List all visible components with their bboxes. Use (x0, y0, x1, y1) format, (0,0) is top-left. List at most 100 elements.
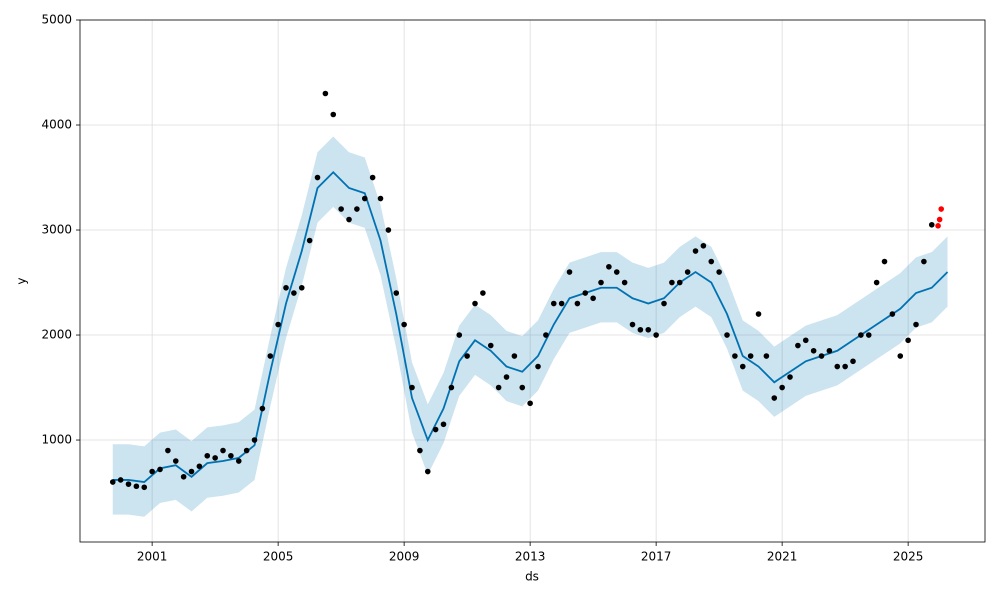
observed-point (330, 111, 337, 118)
observed-point (661, 300, 667, 307)
observed-point (566, 269, 573, 275)
x-tick-label: 2017 (641, 550, 672, 564)
observed-point (590, 295, 596, 302)
observed-point (212, 455, 218, 461)
observed-point (125, 481, 132, 487)
observed-point (881, 258, 888, 265)
observed-point (598, 279, 604, 286)
observed-point (897, 353, 904, 359)
observed-point (322, 90, 329, 97)
observed-point (141, 484, 148, 491)
x-tick-label: 2001 (137, 550, 168, 564)
observed-point (873, 279, 880, 286)
observed-point (637, 326, 644, 333)
observed-point (196, 463, 203, 470)
observed-point (802, 337, 809, 344)
observed-point (204, 452, 211, 459)
observed-point (692, 248, 699, 254)
observed-point (511, 353, 518, 359)
observed-point (724, 332, 730, 338)
observed-point (172, 458, 179, 464)
observed-point (684, 269, 691, 275)
observed-point (905, 337, 911, 344)
observed-point (676, 279, 683, 286)
observed-point (228, 452, 234, 459)
y-tick-label: 2000 (41, 328, 72, 342)
future-point (936, 216, 943, 223)
observed-point (739, 363, 746, 370)
observed-point (700, 242, 707, 249)
observed-point (716, 269, 722, 275)
observed-point (220, 447, 226, 454)
observed-point (283, 284, 289, 291)
observed-point (779, 384, 785, 391)
observed-point (409, 384, 415, 391)
observed-point (417, 447, 423, 454)
observed-point (157, 466, 163, 473)
x-axis-label: ds (525, 570, 539, 584)
observed-point (432, 426, 439, 433)
observed-point (653, 332, 659, 338)
observed-point (117, 477, 124, 483)
observed-point (338, 206, 344, 212)
observed-point (747, 353, 754, 359)
observed-point (834, 363, 841, 370)
observed-point (629, 321, 636, 328)
observed-point (424, 468, 431, 475)
y-tick-label: 4000 (41, 118, 72, 132)
x-tick-label: 2025 (893, 550, 924, 564)
observed-point (645, 326, 652, 333)
observed-point (275, 321, 281, 328)
observed-point (259, 405, 266, 412)
x-tick-label: 2021 (767, 550, 798, 564)
observed-point (401, 321, 407, 328)
observed-point (865, 332, 872, 338)
observed-point (243, 447, 250, 454)
observed-point (133, 483, 140, 490)
observed-point (354, 206, 360, 212)
observed-point (165, 447, 171, 454)
observed-point (582, 290, 589, 296)
observed-point (385, 227, 392, 233)
observed-point (251, 437, 258, 443)
x-tick-label: 2009 (389, 550, 420, 564)
observed-point (480, 290, 486, 296)
observed-point (495, 384, 502, 391)
observed-point (306, 237, 313, 244)
observed-point (298, 284, 305, 291)
x-tick-label: 2013 (515, 550, 546, 564)
observed-point (558, 300, 565, 307)
y-tick-label: 5000 (41, 13, 72, 27)
observed-point (669, 279, 675, 286)
observed-point (921, 258, 927, 265)
observed-point (795, 342, 801, 349)
y-tick-label: 3000 (41, 223, 72, 237)
observed-point (346, 216, 352, 223)
observed-point (763, 353, 770, 359)
future-point (938, 206, 945, 212)
observed-point (149, 468, 155, 475)
observed-point (235, 458, 242, 464)
observed-point (850, 358, 856, 365)
forecast-line (112, 170, 949, 483)
observed-point (858, 332, 864, 338)
plot-frame (79, 19, 986, 543)
observed-point (787, 374, 793, 380)
observed-point (621, 279, 628, 286)
x-tick-label: 2005 (263, 550, 294, 564)
observed-point (464, 353, 470, 359)
observed-point (543, 332, 549, 338)
observed-point (448, 384, 455, 391)
observed-point (574, 300, 581, 307)
observed-point (377, 195, 384, 202)
observed-point (606, 263, 612, 270)
observed-point (456, 332, 463, 338)
observed-point (519, 384, 526, 391)
observed-point (472, 300, 478, 307)
observed-point (109, 479, 116, 485)
future-point (935, 223, 941, 229)
observed-point (708, 258, 715, 265)
observed-point (810, 347, 817, 354)
observed-point (487, 342, 494, 349)
